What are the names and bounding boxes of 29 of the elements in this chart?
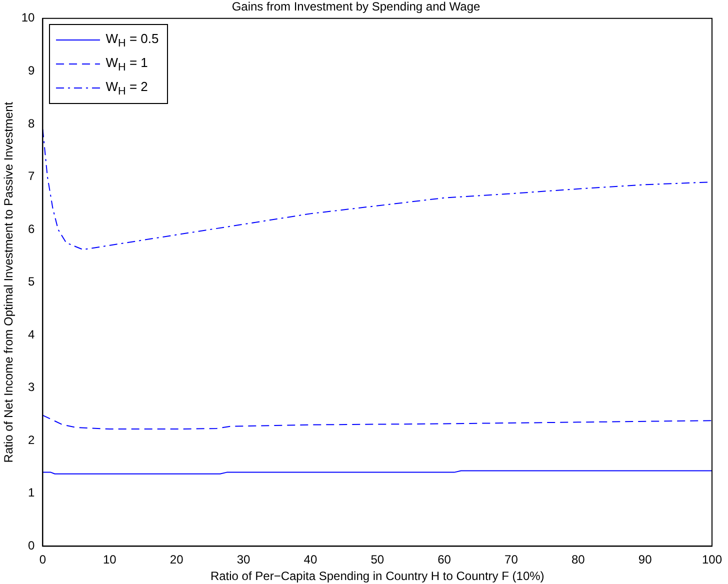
x-tick-label: 80 bbox=[571, 552, 586, 567]
y-tick-label: 6 bbox=[28, 222, 36, 236]
line-series bbox=[42, 414, 712, 430]
x-tick-label: 10 bbox=[102, 552, 117, 567]
y-tick-label: 4 bbox=[28, 327, 36, 342]
y-tick-label: 3 bbox=[28, 380, 36, 394]
chart-title: Gains from Investment by Spending and Wage bbox=[232, 0, 480, 14]
y-tick-label: 2 bbox=[28, 432, 36, 447]
y-tick-label: 7 bbox=[28, 169, 36, 184]
y-tick-label: 8 bbox=[28, 116, 36, 130]
y-tick-label: 9 bbox=[28, 63, 36, 78]
x-tick-label: 60 bbox=[438, 552, 452, 567]
legend-label: W$_{H}$ = 2 bbox=[106, 79, 148, 98]
y-tick-label: 10 bbox=[21, 10, 36, 25]
y-tick-label: 5 bbox=[28, 274, 36, 289]
x-tick-label: 50 bbox=[370, 552, 384, 567]
x-tick-label: 100 bbox=[702, 552, 722, 567]
legend-label: W$_{H}$ = 1 bbox=[106, 55, 148, 74]
x-tick-label: 30 bbox=[236, 552, 251, 567]
x-tick-label: 70 bbox=[504, 552, 518, 567]
legend-label: W$_{H}$ = 0.5 bbox=[106, 31, 159, 50]
y-tick-label: 1 bbox=[28, 486, 36, 500]
y-tick-label: 0 bbox=[28, 538, 36, 553]
x-tick-label: 0 bbox=[39, 552, 46, 567]
x-tick-label: 90 bbox=[638, 552, 652, 567]
x-tick-label: 40 bbox=[304, 552, 318, 567]
x-axis-title: Ratio of Per−Capita Spending in Country H to Country F (10%) bbox=[210, 569, 544, 584]
x-tick-label: 20 bbox=[170, 552, 184, 567]
y-axis-title: Ratio of Net Income from Optimal Investment to Passive Investment bbox=[2, 101, 16, 463]
